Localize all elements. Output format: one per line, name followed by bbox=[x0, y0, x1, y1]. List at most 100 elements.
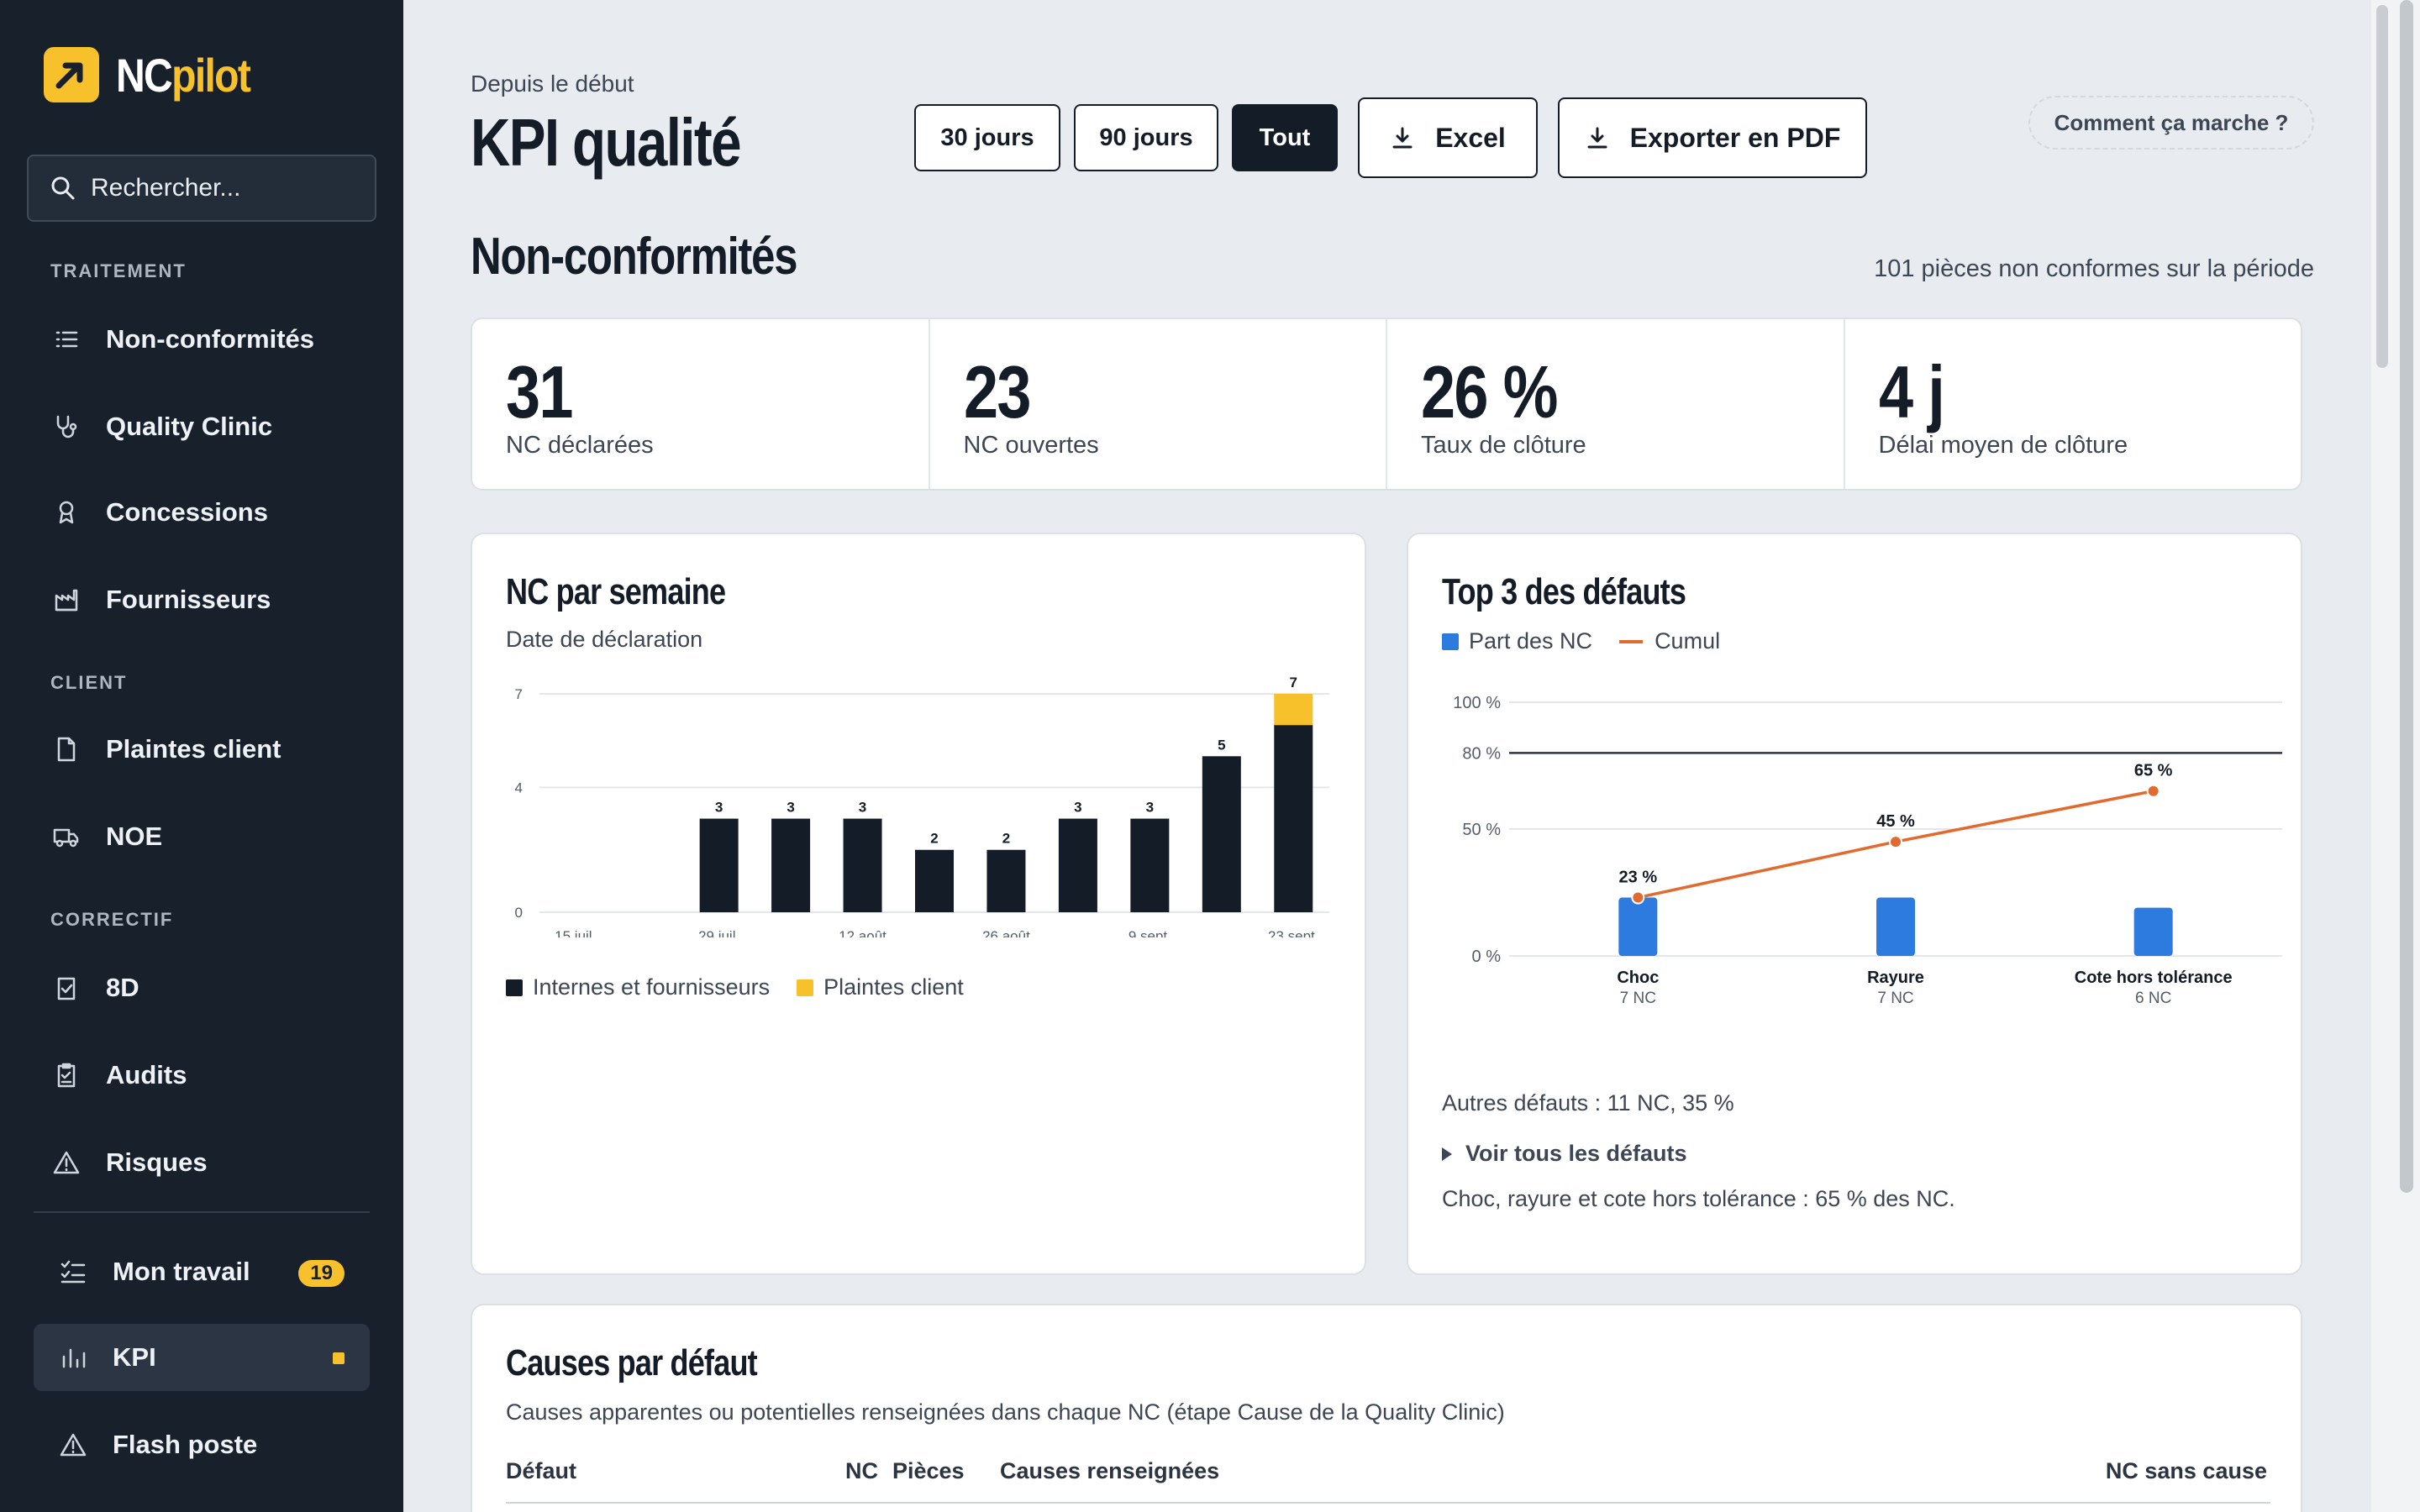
sidebar-item-plaintes-client[interactable]: Plaintes client bbox=[34, 716, 370, 783]
x-category-label: Choc bbox=[1617, 969, 1659, 987]
table-header-divider bbox=[506, 1502, 2270, 1504]
sidebar-item-non-conformites[interactable]: Non-conformités bbox=[34, 306, 370, 373]
sidebar-item-flash-poste[interactable]: Flash poste bbox=[34, 1411, 370, 1478]
brand-logo[interactable]: NCpilot bbox=[44, 47, 271, 102]
show-all-defects-toggle[interactable]: Voir tous les défauts bbox=[1442, 1141, 1687, 1167]
y-tick-label: 50 % bbox=[1462, 821, 1501, 839]
nav-section-correctif: CORRECTIF bbox=[50, 909, 174, 930]
weekly-nc-chart: 0 4 7 15 juil. 3 29 juil. 3 3 12 août 2 2 26 août 3 3… bbox=[515, 675, 1329, 937]
pareto-bar bbox=[1876, 897, 1915, 956]
cumulative-value-label: 65 % bbox=[2134, 762, 2173, 780]
sidebar-item-risques[interactable]: Risques bbox=[34, 1129, 370, 1196]
bar-chart-icon bbox=[62, 1348, 86, 1368]
y-tick-label: 100 % bbox=[1453, 694, 1501, 712]
period-30-button[interactable]: 30 jours bbox=[914, 104, 1060, 171]
column-header-nc[interactable]: NC bbox=[845, 1458, 878, 1483]
clipboard-list-icon bbox=[57, 1063, 76, 1088]
kpi-card-declared: 31 NC déclarées bbox=[472, 319, 929, 489]
show-all-defects-label: Voir tous les défauts bbox=[1465, 1141, 1687, 1166]
page-title: KPI qualité bbox=[471, 105, 742, 180]
cumulative-value-label: 23 % bbox=[1619, 869, 1658, 887]
sidebar-item-8d[interactable]: 8D bbox=[34, 954, 370, 1021]
y-tick-label: 80 % bbox=[1462, 744, 1501, 763]
list-icon bbox=[55, 331, 78, 348]
card-title: NC par semaine bbox=[506, 571, 726, 612]
x-count-label: 7 NC bbox=[1620, 990, 1656, 1007]
bar-segment bbox=[1274, 725, 1313, 912]
search-input[interactable] bbox=[91, 174, 360, 202]
nav-section-traitement: TRAITEMENT bbox=[50, 260, 187, 281]
kpi-label: NC ouvertes bbox=[963, 432, 1099, 459]
pareto-bar bbox=[1618, 897, 1658, 956]
sidebar-item-fournisseurs[interactable]: Fournisseurs bbox=[34, 566, 370, 633]
period-90-button[interactable]: 90 jours bbox=[1074, 104, 1218, 171]
column-header-nc-sans-cause[interactable]: NC sans cause bbox=[2105, 1458, 2267, 1483]
other-defects-note: Autres défauts : 11 NC, 35 % bbox=[1442, 1090, 1734, 1116]
task-count-badge: 19 bbox=[298, 1260, 345, 1287]
cumulative-point bbox=[2146, 784, 2160, 798]
sidebar-item-audits[interactable]: Audits bbox=[34, 1042, 370, 1109]
excel-export-button[interactable]: Excel bbox=[1358, 97, 1538, 178]
column-header-causes[interactable]: Causes renseignées bbox=[1000, 1458, 1220, 1483]
x-category-label: Rayure bbox=[1867, 969, 1924, 987]
nav-section-client: CLIENT bbox=[50, 672, 128, 693]
legend-item: Cumul bbox=[1619, 628, 1720, 654]
card-subtitle: Date de déclaration bbox=[506, 627, 703, 652]
legend-swatch bbox=[506, 979, 523, 996]
scrollbar-thumb-outer[interactable] bbox=[2400, 0, 2413, 1193]
scrollbar-thumb-inner[interactable] bbox=[2376, 5, 2388, 368]
help-link[interactable]: Comment ça marche ? bbox=[2028, 96, 2314, 150]
bar-value-label: 2 bbox=[930, 831, 938, 847]
bar-segment bbox=[1058, 818, 1097, 912]
legend-line bbox=[1619, 639, 1644, 643]
kpi-card-closure-rate: 26 % Taux de clôture bbox=[1386, 319, 1844, 489]
card-subtitle: Causes apparentes ou potentielles rensei… bbox=[506, 1399, 1505, 1425]
y-tick-label: 0 % bbox=[1472, 948, 1502, 966]
weekly-nc-card: NC par semaine Date de déclaration 0 4 7 15… bbox=[471, 533, 1366, 1275]
column-header-pieces[interactable]: Pièces bbox=[892, 1458, 965, 1483]
sidebar-item-noe[interactable]: NOE bbox=[34, 803, 370, 870]
search-box[interactable] bbox=[27, 155, 376, 222]
bar-value-label: 3 bbox=[1074, 800, 1081, 816]
factory-icon bbox=[55, 589, 78, 612]
cumulative-point bbox=[1631, 890, 1645, 905]
excel-export-label: Excel bbox=[1435, 122, 1506, 153]
x-tick-label: 9 sept. bbox=[1128, 928, 1171, 937]
clipboard-check-icon bbox=[57, 977, 76, 1000]
card-title: Top 3 des défauts bbox=[1442, 571, 1686, 612]
sidebar-item-label: Mon travail bbox=[113, 1257, 250, 1286]
sidebar-item-concessions[interactable]: Concessions bbox=[34, 479, 370, 546]
legend-item: Internes et fournisseurs bbox=[506, 974, 770, 1000]
checklist-icon bbox=[60, 1260, 86, 1284]
sidebar-item-label: Quality Clinic bbox=[106, 412, 273, 441]
y-tick-label: 0 bbox=[515, 905, 523, 921]
file-icon bbox=[57, 737, 76, 762]
legend-label: Plaintes client bbox=[823, 974, 964, 1000]
truck-icon bbox=[53, 828, 79, 848]
brand-name-part2: pilot bbox=[171, 48, 251, 102]
period-all-button[interactable]: Tout bbox=[1232, 104, 1338, 171]
legend-label: Cumul bbox=[1655, 628, 1721, 654]
sidebar-item-kpi[interactable]: KPI bbox=[34, 1324, 370, 1391]
active-indicator bbox=[333, 1352, 345, 1364]
warning-icon bbox=[60, 1433, 87, 1457]
sidebar-item-label: Non-conformités bbox=[106, 324, 314, 354]
sidebar-item-quality-clinic[interactable]: Quality Clinic bbox=[34, 393, 370, 460]
column-header-defaut[interactable]: Défaut bbox=[506, 1458, 577, 1483]
kpi-label: NC déclarées bbox=[506, 432, 654, 459]
bar-value-label: 3 bbox=[786, 800, 794, 816]
bar-value-label: 2 bbox=[1002, 831, 1010, 847]
sidebar-item-label: Risques bbox=[106, 1147, 208, 1177]
kpi-card-open: 23 NC ouvertes bbox=[928, 319, 1386, 489]
legend-label: Part des NC bbox=[1469, 628, 1593, 654]
weekly-legend: Internes et fournisseurs Plaintes client bbox=[506, 974, 991, 1000]
kpi-value: 26 % bbox=[1421, 350, 1558, 433]
download-icon bbox=[1392, 127, 1413, 149]
pdf-export-button[interactable]: Exporter en PDF bbox=[1558, 97, 1867, 178]
causes-card: Causes par défaut Causes apparentes ou p… bbox=[471, 1304, 2302, 1512]
bar-value-label: 7 bbox=[1290, 675, 1297, 690]
legend-label: Internes et fournisseurs bbox=[533, 974, 771, 1000]
bar-segment bbox=[986, 849, 1026, 912]
sidebar-item-label: 8D bbox=[106, 973, 139, 1002]
sidebar-item-mon-travail[interactable]: Mon travail 19 bbox=[34, 1238, 370, 1305]
